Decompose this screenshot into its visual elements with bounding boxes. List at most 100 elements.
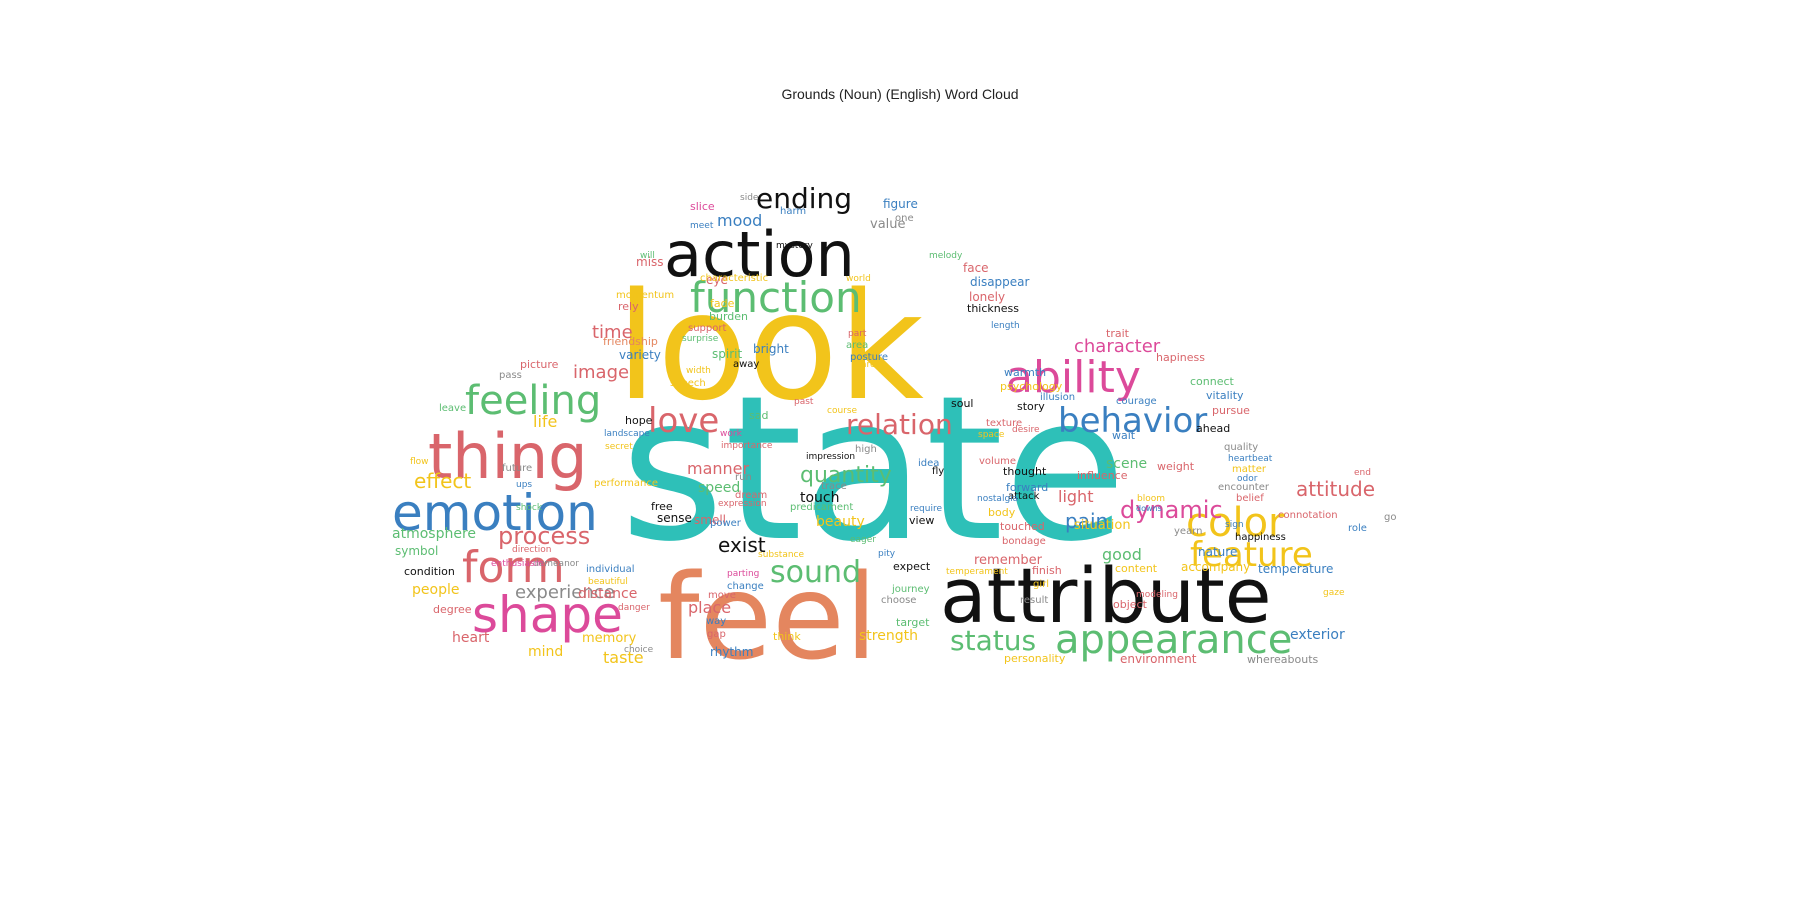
word-eye: eye — [706, 273, 728, 287]
word-will: will — [640, 251, 655, 261]
word-sense: sense — [657, 511, 692, 525]
word-eager: eager — [850, 535, 876, 545]
word-influence: influence — [1077, 469, 1128, 482]
word-landscape: landscape — [604, 429, 650, 439]
word-burden: burden — [709, 310, 748, 323]
word-shock: shock — [516, 503, 543, 513]
word-posture: posture — [850, 352, 888, 363]
word-experience: experience — [515, 582, 615, 603]
word-power: power — [710, 518, 742, 529]
word-thing: thing — [428, 420, 587, 493]
word-substance: substance — [758, 550, 804, 560]
word-demeanor: demeanor — [533, 559, 579, 569]
word-parting: parting — [727, 569, 759, 579]
word-pursue: pursue — [1212, 404, 1250, 417]
word-hapiness: hapiness — [1156, 351, 1205, 364]
word-love: love — [648, 401, 719, 441]
word-symbol: symbol — [395, 544, 438, 558]
word-memory: memory — [582, 631, 637, 646]
word-course: course — [827, 406, 858, 416]
word-illusion: illusion — [1040, 392, 1075, 403]
word-touched: touched — [1000, 520, 1045, 533]
word-downs: downs — [1136, 504, 1162, 513]
word-meet: meet — [690, 221, 714, 231]
word-fly: fly — [932, 466, 944, 477]
word-journey: journey — [891, 584, 930, 595]
word-light: light — [1058, 487, 1093, 506]
word-face: face — [963, 261, 989, 275]
word-surprise: surprise — [682, 334, 719, 344]
word-sign: sign — [1225, 520, 1244, 530]
word-move: move — [708, 590, 736, 601]
word-taste: taste — [603, 648, 644, 667]
word-function: function — [690, 273, 862, 322]
word-leave: leave — [439, 403, 466, 414]
word-object: object — [1113, 598, 1148, 611]
word-heart: heart — [452, 630, 490, 646]
word-attribute: attribute — [940, 551, 1272, 640]
word-change: change — [727, 581, 764, 592]
chart-title: Grounds (Noun) (English) Word Cloud — [781, 86, 1019, 102]
word-think: think — [773, 630, 801, 643]
word-mystery: mystery — [776, 241, 814, 251]
word-miss: miss — [636, 255, 664, 269]
word-relation: relation — [846, 408, 953, 441]
word-side: side — [740, 193, 759, 203]
word-trait: trait — [1106, 327, 1130, 340]
word-dynamic: dynamic — [1120, 496, 1223, 524]
word-go: go — [1384, 512, 1396, 523]
word-beautiful: beautiful — [588, 577, 628, 587]
word-space: space — [978, 430, 1005, 440]
word-end: end — [1354, 468, 1371, 478]
word-remember: remember — [974, 553, 1043, 568]
word-fade: fade — [710, 297, 735, 310]
word-predicament: predicament — [790, 502, 853, 513]
word-atmosphere: atmosphere — [392, 526, 476, 542]
word-pity: pity — [878, 549, 896, 559]
word-care: care — [856, 360, 876, 370]
word-exterior: exterior — [1290, 627, 1345, 643]
word-nature: nature — [1198, 545, 1237, 559]
word-expect: expect — [893, 560, 931, 573]
word-feel: feel — [658, 548, 878, 686]
word-sad: sad — [749, 409, 768, 422]
word-melody: melody — [929, 251, 963, 261]
word-look: look — [616, 261, 924, 433]
word-lonely: lonely — [969, 290, 1005, 304]
word-feature: feature — [1190, 535, 1313, 575]
word-dream: dream — [735, 490, 767, 501]
word-speed: speed — [698, 480, 740, 496]
word-appearance: appearance — [1055, 617, 1292, 663]
word-momentum: momentum — [616, 290, 674, 301]
word-accompany: accompany — [1181, 560, 1250, 574]
word-run: run — [735, 472, 752, 483]
word-ups: ups — [516, 480, 532, 490]
word-bloom: bloom — [1137, 494, 1165, 504]
word-support: support — [688, 323, 726, 334]
word-touch: touch — [800, 490, 840, 506]
word-expression: expression — [718, 499, 767, 509]
word-work: work — [720, 429, 743, 439]
word-degree: degree — [433, 603, 472, 616]
word-connotation: connotation — [1278, 510, 1338, 521]
word-ahead: ahead — [1196, 422, 1230, 435]
word-exist: exist — [718, 533, 766, 557]
word-sound: sound — [770, 555, 861, 590]
word-friendship: friendship — [603, 335, 658, 348]
word-variety: variety — [619, 348, 661, 362]
word-performance: performance — [594, 478, 658, 489]
word-one: one — [895, 213, 914, 224]
word-require: require — [910, 504, 942, 514]
word-pain: pain — [1065, 509, 1108, 533]
word-trace: trace — [821, 481, 847, 492]
word-high: high — [855, 444, 877, 455]
word-odor: odor — [1237, 474, 1258, 484]
word-temperament: temperament — [946, 567, 1008, 577]
word-attitude: attitude — [1296, 477, 1375, 501]
word-volume: volume — [979, 456, 1016, 467]
word-attack: attack — [1008, 491, 1040, 502]
word-past: past — [794, 397, 814, 407]
word-length: length — [991, 321, 1020, 331]
word-manner: manner — [687, 459, 750, 478]
